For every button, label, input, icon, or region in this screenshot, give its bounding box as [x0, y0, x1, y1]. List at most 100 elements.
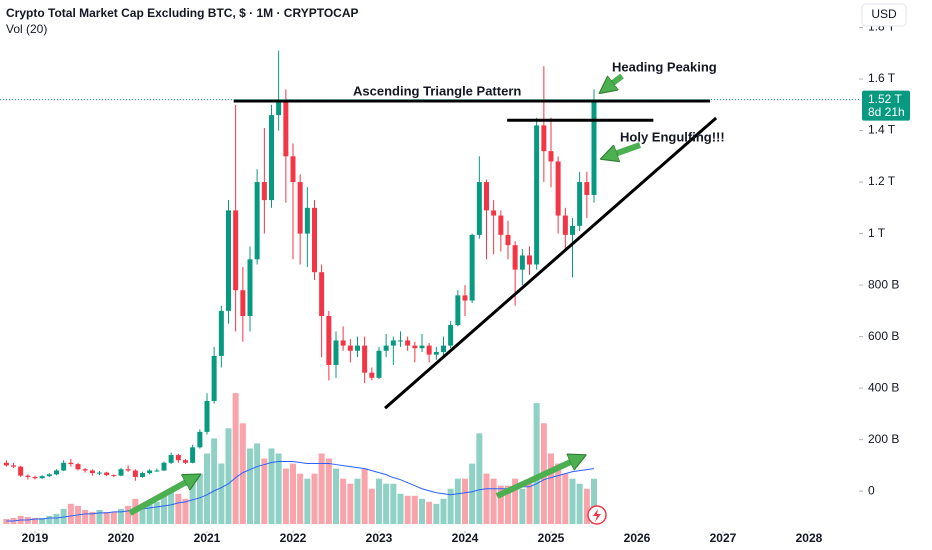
candle-body [440, 345, 446, 353]
candle-body [390, 340, 396, 346]
arrow [609, 73, 624, 86]
volume-bar [175, 493, 182, 524]
candle-body [154, 470, 160, 472]
volume-bar [297, 473, 304, 524]
candle-body [247, 259, 253, 316]
candle-body [218, 310, 224, 356]
candle-body [32, 476, 38, 479]
y-tick-label: 1.4 T [868, 123, 896, 137]
candle-body [97, 472, 103, 474]
y-tick-label: 200 B [868, 432, 899, 446]
candle-body [505, 234, 511, 246]
candle-body [283, 99, 289, 157]
last-price-box [862, 90, 910, 121]
volume-bar [139, 503, 146, 524]
volume-bar [562, 473, 569, 524]
arrow [495, 460, 575, 499]
candle-body [562, 215, 568, 235]
candle-body [18, 466, 24, 476]
volume-bar [268, 448, 275, 524]
y-tick-label: 1.2 T [868, 174, 896, 188]
volume-bar [426, 501, 433, 524]
y-tick-label: 800 B [868, 277, 899, 291]
candle-body [140, 473, 145, 477]
trend-line [384, 116, 718, 410]
candle-body [498, 215, 504, 235]
candle-body [433, 352, 439, 355]
volume-bar [196, 473, 203, 524]
candle-body [11, 465, 17, 467]
volume-bar [3, 518, 10, 524]
y-tick-label: 1.6 T [868, 71, 896, 85]
volume-bar [189, 483, 196, 524]
candle-body [362, 345, 368, 373]
volume-bar [24, 516, 31, 524]
candle-body [376, 350, 382, 378]
volume-bar [254, 443, 261, 524]
candle-body [541, 125, 547, 152]
volume-bar [246, 448, 253, 524]
volume-bar [569, 478, 576, 524]
annotation: Heading Peaking [612, 59, 717, 74]
x-tick-label: 2020 [108, 531, 135, 545]
volume-bar [153, 501, 160, 524]
candle-body [3, 462, 9, 466]
candle-body [46, 474, 52, 477]
volume-bar [225, 428, 232, 524]
candle-body [584, 182, 590, 195]
volume-bar [440, 498, 447, 524]
volume-legend: Vol (20) [6, 22, 47, 36]
candle-body [118, 469, 124, 476]
volume-bar [239, 423, 246, 524]
volume-bar [433, 503, 440, 524]
candle-body [276, 99, 282, 116]
currency-label[interactable]: USD [871, 7, 897, 21]
candle-body [204, 400, 210, 432]
candle-body [383, 345, 389, 351]
volume-bar [261, 458, 268, 524]
volume-bar [110, 511, 117, 524]
volume-bar [533, 403, 540, 524]
x-tick-label: 2025 [538, 531, 565, 545]
candle-body [197, 431, 203, 448]
candle-body [89, 470, 95, 474]
candle-body [304, 207, 310, 234]
volume-bar [497, 485, 504, 524]
volume-bar [361, 468, 368, 524]
volume-bar [304, 478, 311, 524]
volume-bar [519, 488, 526, 524]
candle-body [225, 210, 231, 311]
currency-button[interactable] [861, 3, 907, 27]
candle-body [555, 161, 561, 216]
volume-bar [232, 393, 239, 524]
candle-body [111, 475, 117, 477]
volume-bar [289, 463, 296, 524]
volume-bar [53, 513, 60, 524]
volume-bar [390, 483, 397, 524]
candle-body [347, 345, 353, 351]
candle-body [254, 182, 260, 260]
candle-body [125, 469, 131, 471]
candle-body [526, 255, 532, 265]
candle-body [175, 455, 181, 461]
candle-body [519, 255, 525, 270]
volume-bar [469, 463, 476, 524]
x-tick-label: 2027 [710, 531, 737, 545]
last-price-label: 1.52 T [868, 92, 902, 106]
volume-bar [282, 468, 289, 524]
candle-body [462, 295, 468, 301]
volume-bar [325, 458, 332, 524]
x-tick-label: 2019 [22, 531, 49, 545]
volume-bar [368, 488, 375, 524]
candle-body [147, 470, 153, 474]
candle-body [326, 315, 332, 365]
arrow [128, 480, 190, 516]
volume-bar [354, 478, 361, 524]
volume-bar [590, 478, 597, 524]
volume-bar [375, 478, 382, 524]
candle-body [419, 345, 425, 349]
volume-bar [404, 495, 411, 524]
candle-body [104, 472, 110, 476]
candle-body [182, 460, 188, 463]
volume-bar [118, 508, 125, 524]
